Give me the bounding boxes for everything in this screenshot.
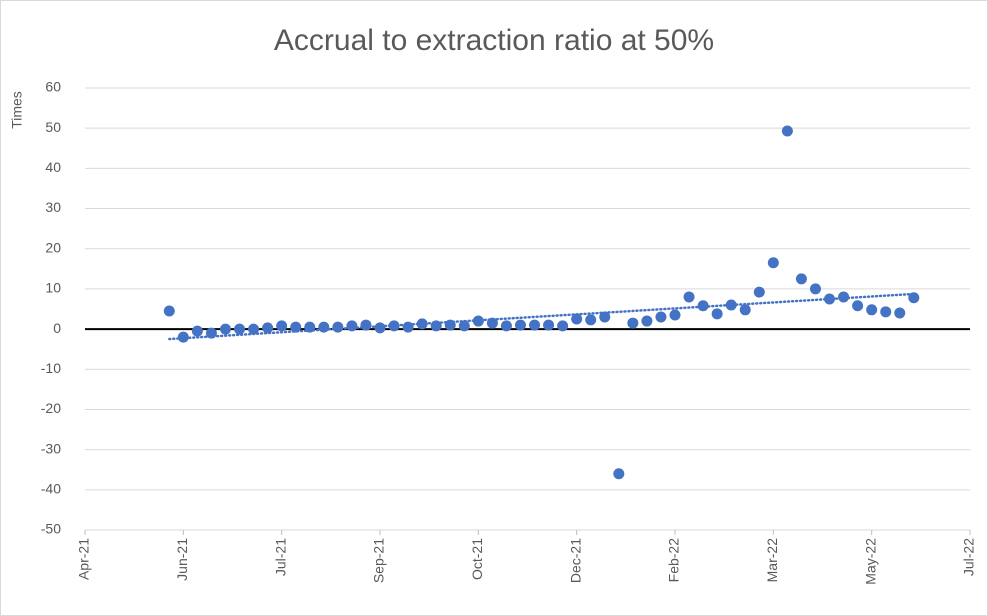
- point: [444, 319, 456, 331]
- point: [585, 314, 597, 326]
- x-tick-label: Mar-22: [764, 538, 780, 583]
- point: [557, 320, 569, 332]
- y-tick-label: -50: [41, 521, 61, 537]
- point: [163, 305, 175, 317]
- point: [655, 311, 667, 323]
- point: [234, 323, 246, 335]
- y-tick-label: 10: [45, 280, 61, 296]
- y-axis-label: Times: [9, 91, 25, 129]
- point: [472, 315, 484, 327]
- point: [346, 320, 358, 332]
- point: [276, 320, 288, 332]
- y-tick-label: 0: [53, 320, 61, 336]
- point: [725, 299, 737, 311]
- point: [290, 321, 302, 333]
- point: [838, 291, 850, 303]
- x-tick-label: Oct-21: [469, 538, 485, 580]
- y-tick-label: -10: [41, 360, 61, 376]
- point: [669, 309, 681, 321]
- point: [248, 323, 260, 335]
- point: [908, 292, 920, 304]
- point: [205, 327, 217, 339]
- point: [402, 321, 414, 333]
- point: [809, 283, 821, 295]
- point: [374, 322, 386, 334]
- y-tick-label: 20: [45, 239, 61, 255]
- point: [416, 318, 428, 330]
- point: [711, 308, 723, 320]
- point: [683, 291, 695, 303]
- point: [332, 321, 344, 333]
- x-tick-label: Sep-21: [371, 538, 387, 583]
- y-tick-label: 40: [45, 159, 61, 175]
- x-tick-label: Jul-21: [272, 538, 288, 576]
- point: [500, 320, 512, 332]
- point: [514, 319, 526, 331]
- point: [753, 286, 765, 298]
- point: [262, 322, 274, 334]
- chart-title: Accrual to extraction ratio at 50%: [274, 24, 714, 57]
- point: [458, 320, 470, 332]
- y-tick-label: -30: [41, 440, 61, 456]
- point: [824, 293, 836, 305]
- point: [599, 311, 611, 323]
- point: [894, 307, 906, 319]
- y-tick-label: 30: [45, 199, 61, 215]
- point: [571, 313, 583, 325]
- x-tick-label: Apr-21: [76, 538, 92, 580]
- point: [360, 319, 372, 331]
- y-tick-label: -20: [41, 400, 61, 416]
- x-tick-label: Jun-21: [174, 538, 190, 581]
- point: [177, 331, 189, 343]
- y-tick-label: 60: [45, 79, 61, 95]
- point: [430, 320, 442, 332]
- y-tick-label: 50: [45, 119, 61, 135]
- x-tick-label: Jul-22: [961, 538, 977, 576]
- point: [388, 320, 400, 332]
- point: [318, 321, 330, 333]
- point: [627, 317, 639, 329]
- point: [613, 468, 625, 480]
- y-tick-label: -40: [41, 481, 61, 497]
- x-tick-label: Dec-21: [567, 538, 583, 583]
- point: [529, 319, 541, 331]
- point: [219, 323, 231, 335]
- point: [852, 300, 864, 312]
- x-tick-label: Feb-22: [666, 538, 682, 583]
- point: [767, 257, 779, 269]
- point: [304, 321, 316, 333]
- point: [543, 319, 555, 331]
- point: [739, 304, 751, 316]
- point: [880, 306, 892, 318]
- point: [486, 317, 498, 329]
- point: [641, 315, 653, 327]
- point: [191, 325, 203, 337]
- point: [795, 273, 807, 285]
- x-tick-label: May-22: [862, 538, 878, 585]
- point: [866, 304, 878, 316]
- point: [697, 300, 709, 312]
- point: [781, 125, 793, 137]
